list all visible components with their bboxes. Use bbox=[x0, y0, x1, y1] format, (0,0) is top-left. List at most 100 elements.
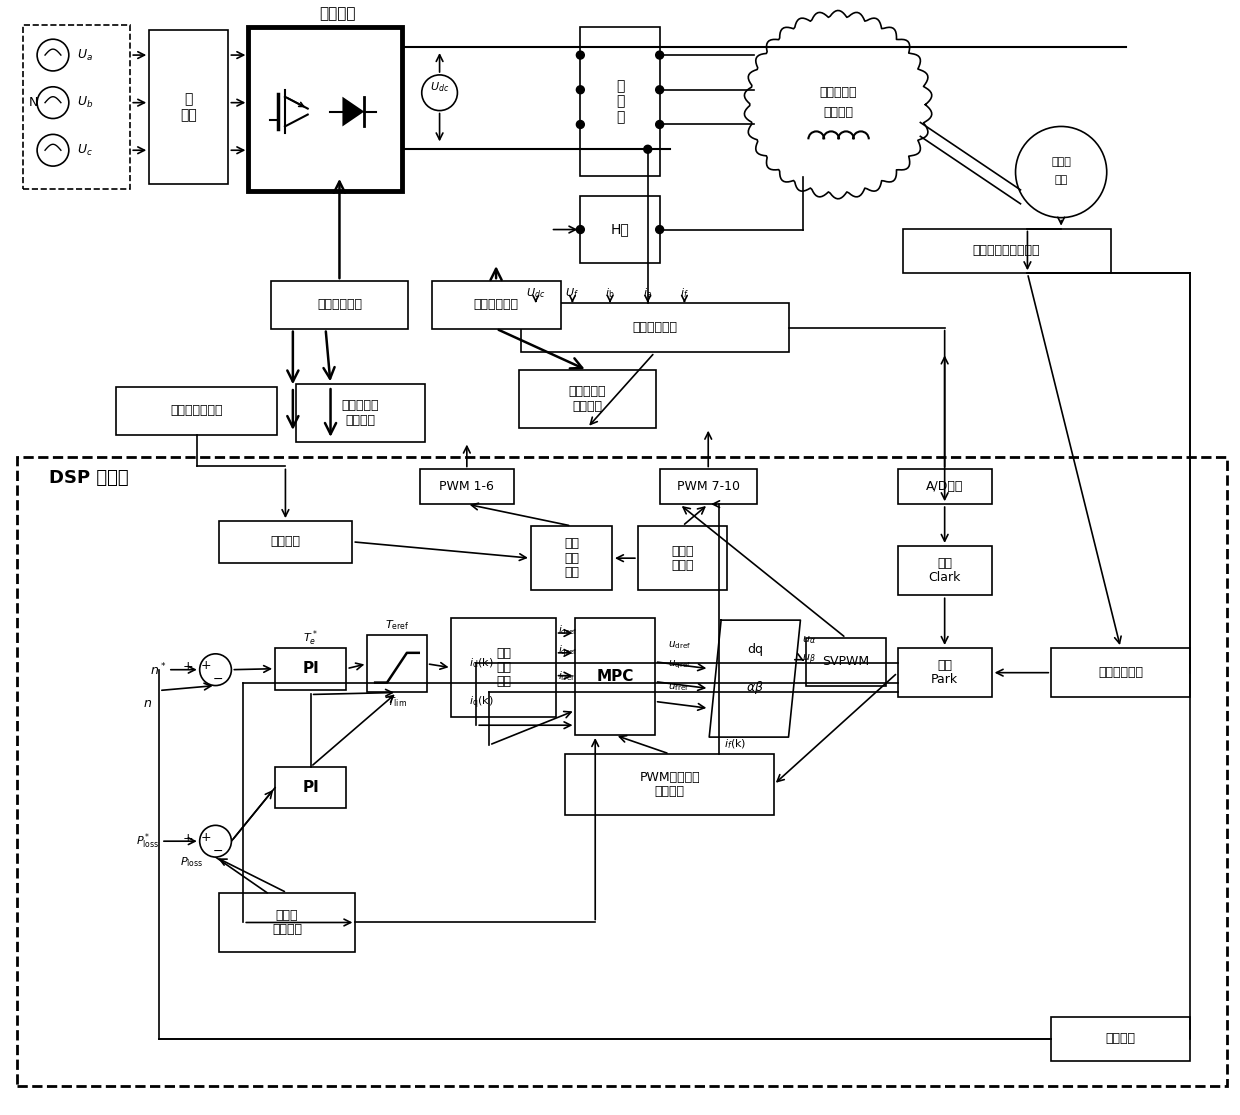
Bar bbox=[580, 27, 660, 176]
Text: +: + bbox=[201, 831, 211, 844]
Text: 隐极式混合: 隐极式混合 bbox=[820, 86, 857, 99]
Circle shape bbox=[577, 86, 584, 94]
Bar bbox=[575, 618, 655, 735]
Polygon shape bbox=[709, 620, 801, 737]
Bar bbox=[275, 648, 346, 689]
Bar bbox=[518, 370, 656, 428]
Text: $U_{dc}$: $U_{dc}$ bbox=[430, 80, 449, 94]
Circle shape bbox=[656, 225, 663, 233]
Bar bbox=[903, 229, 1111, 273]
Text: 逆: 逆 bbox=[616, 110, 624, 125]
Bar bbox=[898, 545, 992, 595]
Text: +: + bbox=[182, 832, 193, 845]
Bar bbox=[420, 469, 513, 504]
Text: 模块: 模块 bbox=[564, 537, 579, 551]
Text: 电枢驱动电路: 电枢驱动电路 bbox=[317, 299, 362, 311]
Text: $i_{\rm dref}$: $i_{\rm dref}$ bbox=[558, 623, 577, 637]
Bar bbox=[531, 526, 613, 590]
Text: MPC: MPC bbox=[596, 669, 634, 685]
Text: 励磁电流: 励磁电流 bbox=[655, 785, 684, 798]
Bar bbox=[272, 281, 408, 329]
Text: Park: Park bbox=[931, 673, 959, 687]
Circle shape bbox=[1016, 126, 1107, 217]
Text: −: − bbox=[212, 844, 223, 857]
Bar bbox=[432, 281, 560, 329]
Bar bbox=[149, 30, 228, 184]
Text: 电平转换: 电平转换 bbox=[573, 399, 603, 413]
Text: 转子位置计算: 转子位置计算 bbox=[1099, 666, 1143, 679]
Text: dq: dq bbox=[746, 643, 763, 657]
Text: 变换: 变换 bbox=[937, 659, 952, 672]
Text: $u_\beta$: $u_\beta$ bbox=[802, 652, 816, 667]
Text: 励磁电机: 励磁电机 bbox=[823, 106, 853, 119]
Text: 编码器信号处理电路: 编码器信号处理电路 bbox=[973, 244, 1040, 258]
Text: 封锁: 封锁 bbox=[564, 566, 579, 579]
Text: 码器: 码器 bbox=[1054, 175, 1068, 185]
Text: PWM 1-6: PWM 1-6 bbox=[439, 481, 495, 493]
Circle shape bbox=[656, 86, 663, 94]
Bar bbox=[248, 27, 402, 191]
Bar bbox=[17, 456, 1226, 1086]
Text: PWM产生模块: PWM产生模块 bbox=[640, 772, 699, 784]
Text: 与隔离电路: 与隔离电路 bbox=[341, 399, 379, 413]
Text: 变换: 变换 bbox=[937, 556, 952, 570]
Text: 整流电路: 整流电路 bbox=[319, 6, 356, 21]
Bar bbox=[275, 767, 346, 808]
Text: $T_e^*$: $T_e^*$ bbox=[304, 628, 319, 648]
Text: $i_{\rm qref}$: $i_{\rm qref}$ bbox=[558, 643, 577, 658]
Bar bbox=[580, 196, 660, 263]
Text: $u_{\rm qref}$: $u_{\rm qref}$ bbox=[667, 659, 691, 671]
Circle shape bbox=[656, 120, 663, 128]
Bar bbox=[117, 387, 277, 435]
Circle shape bbox=[37, 135, 69, 166]
Text: $i_f{\rm (k)}$: $i_f{\rm (k)}$ bbox=[724, 737, 746, 750]
Text: 计算: 计算 bbox=[496, 647, 511, 660]
Bar bbox=[367, 636, 427, 692]
Bar bbox=[1052, 648, 1190, 698]
Text: 励磁驱动电路: 励磁驱动电路 bbox=[474, 299, 518, 311]
Text: H桥: H桥 bbox=[610, 223, 630, 236]
Circle shape bbox=[644, 145, 652, 153]
Text: $U_f$: $U_f$ bbox=[565, 287, 579, 300]
Text: $i_{\rm b}$: $i_{\rm b}$ bbox=[605, 287, 615, 300]
Text: $P_{\rm loss}$: $P_{\rm loss}$ bbox=[180, 855, 203, 869]
Text: +: + bbox=[182, 660, 193, 673]
Text: 转速计算: 转速计算 bbox=[1106, 1032, 1136, 1046]
Circle shape bbox=[200, 653, 232, 686]
Circle shape bbox=[577, 120, 584, 128]
Text: $n^*$: $n^*$ bbox=[150, 661, 166, 678]
Text: 驱动保护: 驱动保护 bbox=[270, 535, 300, 549]
Text: $i_{\rm fref}$: $i_{\rm fref}$ bbox=[558, 669, 575, 682]
Bar bbox=[521, 303, 789, 352]
Bar bbox=[24, 26, 130, 188]
Text: 电平转换: 电平转换 bbox=[345, 414, 376, 427]
Text: A/D转换: A/D转换 bbox=[926, 481, 963, 493]
Text: 估计器: 估计器 bbox=[275, 909, 298, 922]
Text: 调压: 调压 bbox=[180, 108, 197, 122]
Circle shape bbox=[422, 75, 458, 110]
Text: PI: PI bbox=[303, 780, 319, 795]
Bar bbox=[637, 526, 727, 590]
Text: $U_c$: $U_c$ bbox=[77, 143, 93, 158]
Text: 信号调理电路: 信号调理电路 bbox=[632, 321, 677, 334]
Text: $i_f$: $i_f$ bbox=[680, 287, 689, 300]
Text: 桥: 桥 bbox=[616, 79, 624, 93]
Bar bbox=[898, 648, 992, 698]
Text: $i_{\rm q}{\rm (k)}$: $i_{\rm q}{\rm (k)}$ bbox=[469, 695, 494, 710]
Text: $u_{\rm dref}$: $u_{\rm dref}$ bbox=[667, 639, 691, 651]
Text: DSP 控制器: DSP 控制器 bbox=[48, 469, 129, 487]
Text: $T_{\rm eref}$: $T_{\rm eref}$ bbox=[384, 618, 409, 632]
Bar bbox=[1052, 1017, 1190, 1061]
Text: 电流: 电流 bbox=[496, 661, 511, 675]
Text: −: − bbox=[212, 673, 223, 686]
Circle shape bbox=[577, 225, 584, 233]
Bar bbox=[565, 754, 774, 815]
Text: 参考: 参考 bbox=[496, 676, 511, 688]
Text: Clark: Clark bbox=[929, 571, 961, 584]
Bar bbox=[660, 469, 756, 504]
Bar bbox=[296, 385, 425, 442]
Bar bbox=[218, 893, 356, 952]
Text: 流保护: 流保护 bbox=[671, 544, 693, 558]
Text: $i_{\rm a}$: $i_{\rm a}$ bbox=[644, 287, 652, 300]
Bar bbox=[806, 638, 885, 686]
